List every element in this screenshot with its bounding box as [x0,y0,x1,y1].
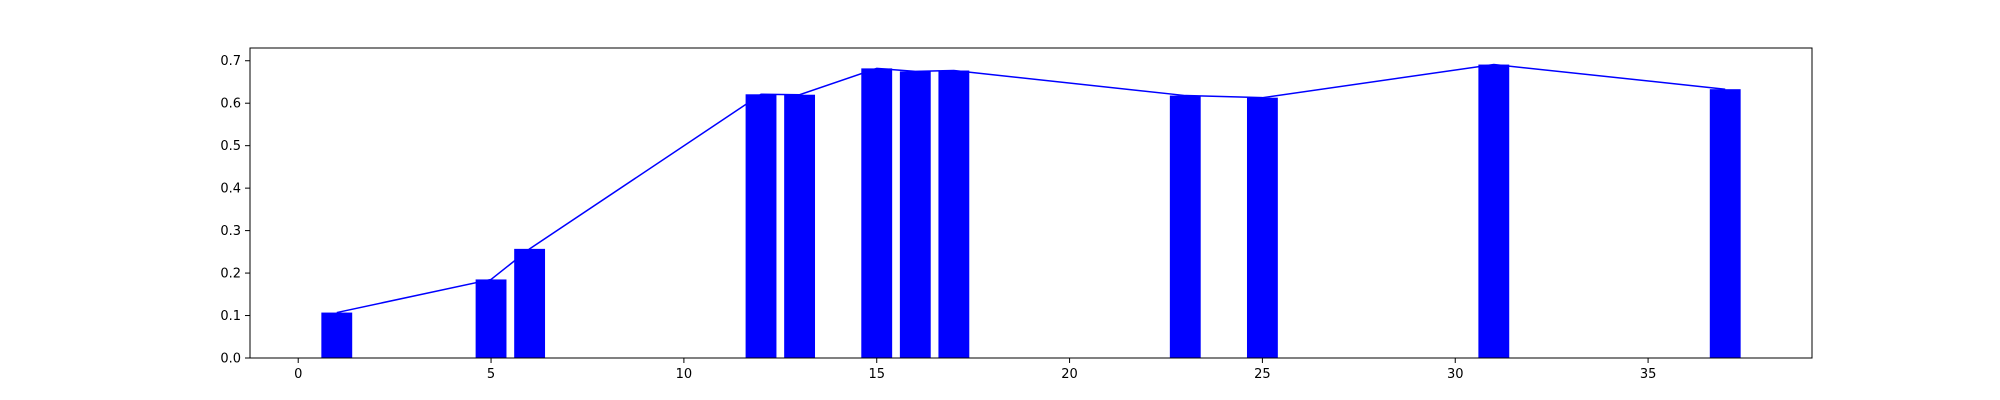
y-tick-label: 0.5 [220,139,241,154]
x-tick-label: 15 [868,367,885,382]
bar-37 [1709,89,1741,359]
y-tick-label: 0.0 [220,352,241,367]
bar-23 [1169,95,1201,358]
y-axis: 0.0 0.1 0.2 0.3 0.4 0.5 0.6 0.7 [220,54,250,367]
bars-group [321,64,1741,359]
x-tick-label: 5 [487,367,495,382]
y-tick-label: 0.3 [220,224,241,239]
x-tick-label: 10 [676,367,693,382]
x-tick-label: 20 [1061,367,1078,382]
bar-17 [938,70,970,359]
y-tick-label: 0.2 [220,267,241,282]
bar-25 [1246,97,1278,358]
y-tick-label: 0.6 [220,97,241,112]
x-tick-label: 30 [1447,367,1464,382]
y-tick-label: 0.1 [220,309,241,324]
y-tick-label: 0.7 [220,54,241,69]
x-axis: 0 5 10 15 20 25 30 35 [294,358,1656,382]
bar-31 [1478,64,1510,358]
series-line [336,63,1726,314]
x-tick-label: 0 [294,367,302,382]
bar-6 [514,248,546,358]
bar-5 [475,279,507,358]
plot-frame [249,47,1813,359]
x-tick-label: 35 [1640,367,1657,382]
bar-15 [861,68,893,359]
bar-13 [784,94,816,358]
bar-12 [745,94,777,359]
y-tick-label: 0.4 [220,182,241,197]
line-group [336,63,1726,314]
bar-1 [321,312,353,358]
x-tick-label: 25 [1254,367,1271,382]
bar-16 [899,71,931,358]
